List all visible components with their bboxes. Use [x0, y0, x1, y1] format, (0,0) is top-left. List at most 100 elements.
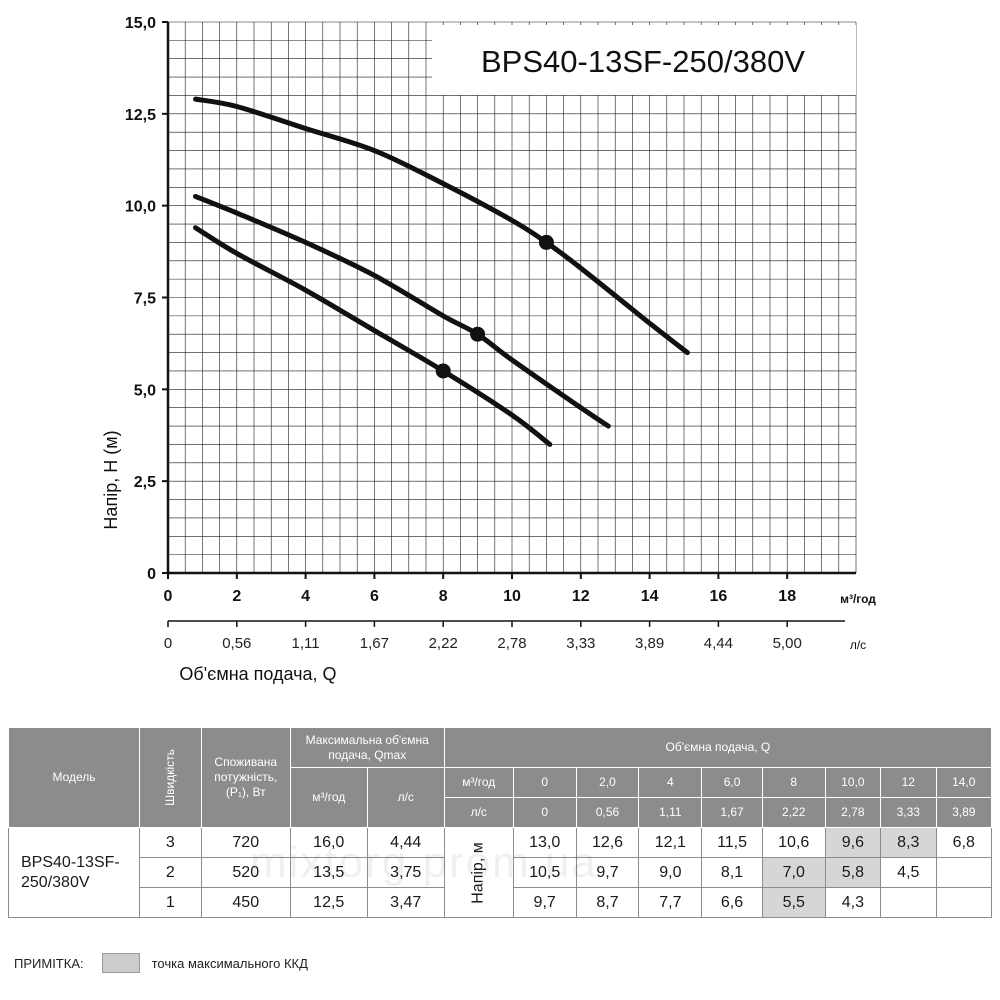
x2-tick-label: 2,22 [429, 635, 458, 652]
x2-tick-label: 3,33 [566, 635, 595, 652]
x2-tick-label: 4,44 [704, 635, 733, 652]
head-cell: 8,1 [701, 857, 763, 888]
y-axis-label: Напір, H (м) [101, 430, 121, 529]
x2-tick-label: 1,67 [360, 635, 389, 652]
note-text: точка максимального ККД [151, 955, 308, 971]
th-model: Модель [8, 727, 140, 828]
y-tick-label: 10,0 [125, 199, 156, 216]
x-unit-label: м³/год [840, 592, 876, 606]
title-box [432, 25, 856, 95]
head-cell: 9,0 [638, 857, 703, 888]
qmax-ls-cell: 3,47 [366, 887, 445, 918]
th-flow-unit-ls: л/с [443, 797, 514, 828]
y-tick-label: 5,0 [134, 382, 156, 399]
bep-legend-swatch [101, 953, 140, 973]
head-cell: 4,5 [880, 857, 937, 888]
y-tick-label: 7,5 [134, 291, 156, 308]
chart-grid [167, 21, 857, 574]
th-power: Споживана потужність, (P₁), Вт [200, 727, 291, 828]
head-cell: 11,5 [701, 827, 763, 858]
th-flow-m3: 0 [512, 767, 577, 798]
x2-tick-label: 0,56 [222, 635, 251, 652]
head-cell [935, 857, 993, 888]
head-cell: 7,7 [638, 887, 703, 918]
x-tick-label: 18 [778, 588, 796, 605]
table-row: 2 520 13,5 3,75 10,5 9,7 9,0 8,1 7,0 5,8… [9, 857, 993, 888]
head-cell-bep: 7,0 [761, 857, 826, 888]
th-flow-m3: 12 [880, 767, 937, 798]
head-cell: 10,5 [512, 857, 577, 888]
curve-speed-3 [193, 96, 690, 356]
x2-tick-label: 1,11 [292, 635, 320, 652]
th-speed: Швидкість [139, 727, 202, 828]
head-cell: 12,1 [638, 827, 703, 858]
power-cell: 520 [200, 857, 291, 888]
th-flow: Об'ємна подача, Q [443, 727, 993, 768]
head-cell: 4,3 [824, 887, 882, 918]
speed-cell: 3 [139, 827, 202, 858]
curves [193, 96, 690, 447]
bep-point-speed-2 [470, 326, 486, 342]
spec-table: Модель Швидкість Споживана потужність, (… [8, 727, 993, 918]
th-qmax-m3: м³/год [289, 767, 368, 828]
qmax-ls-cell: 4,44 [366, 827, 445, 858]
th-flow-ls: 1,11 [638, 797, 703, 828]
speed-cell: 1 [139, 887, 202, 918]
curve-speed-2 [193, 193, 611, 429]
power-cell: 450 [200, 887, 291, 918]
head-cell: 9,7 [512, 887, 577, 918]
qmax-m3-cell: 16,0 [289, 827, 368, 858]
head-cell-bep: 9,6 [824, 827, 882, 858]
head-cell-bep: 8,3 [880, 827, 937, 858]
x2-tick-label: 3,89 [635, 635, 664, 652]
y-tick-label: 0 [147, 566, 156, 583]
head-cell [935, 887, 993, 918]
axes: 0 2,5 5,0 7,5 10,0 12,5 15,0 0 2 4 6 8 10 12 14 16 18 0 0,… [125, 15, 856, 652]
th-flow-m3: 4 [638, 767, 703, 798]
y-tick-label: 2,5 [134, 474, 156, 491]
th-flow-m3: 10,0 [824, 767, 882, 798]
head-cell: 6,6 [701, 887, 763, 918]
th-flow-m3: 2,0 [575, 767, 640, 798]
x-tick-label: 8 [439, 588, 448, 605]
th-flow-unit-m3: м³/год [443, 767, 514, 798]
x2-unit-label: л/с [850, 638, 866, 652]
th-flow-m3: 14,0 [935, 767, 993, 798]
x-tick-label: 0 [164, 588, 173, 605]
head-cell-bep: 5,5 [761, 887, 826, 918]
y-tick-label: 12,5 [125, 107, 156, 124]
x2-tick-label: 5,00 [773, 635, 802, 652]
th-qmax-ls: л/с [366, 767, 445, 828]
x-tick-label: 4 [301, 588, 310, 605]
x-axis-label: Об'ємна подача, Q [179, 664, 336, 684]
bep-point-speed-3 [538, 234, 554, 250]
x-tick-label: 10 [503, 588, 521, 605]
th-qmax: Максимальна об'ємна подача, Qmax [289, 727, 445, 768]
head-cell: 9,7 [575, 857, 640, 888]
th-flow-ls: 2,22 [761, 797, 826, 828]
note-label: ПРИМІТКА: [14, 955, 84, 971]
th-flow-ls: 2,78 [824, 797, 882, 828]
x-tick-label: 16 [710, 588, 728, 605]
power-cell: 720 [200, 827, 291, 858]
watermark: mixtorg.prom.ua [250, 838, 598, 887]
th-flow-ls: 3,89 [935, 797, 993, 828]
curve-speed-1 [193, 225, 553, 447]
note: ПРИМІТКА: точка максимального ККД [14, 953, 308, 973]
head-cell [880, 887, 937, 918]
x-tick-label: 2 [232, 588, 241, 605]
th-flow-ls: 0,56 [575, 797, 640, 828]
th-flow-ls: 1,67 [701, 797, 763, 828]
head-cell: 10,6 [761, 827, 826, 858]
y-tick-label: 15,0 [125, 15, 156, 32]
head-cell: 6,8 [935, 827, 993, 858]
x-tick-label: 14 [641, 588, 659, 605]
head-label: Напір, м [443, 827, 514, 918]
head-cell: 8,7 [575, 887, 640, 918]
qmax-m3-cell: 12,5 [289, 887, 368, 918]
table-row: 1 450 12,5 3,47 9,7 8,7 7,7 6,6 5,5 4,3 [9, 887, 993, 918]
th-flow-ls: 3,33 [880, 797, 937, 828]
x-tick-label: 12 [572, 588, 590, 605]
x2-tick-label: 0 [164, 635, 172, 652]
x2-tick-label: 2,78 [497, 635, 526, 652]
